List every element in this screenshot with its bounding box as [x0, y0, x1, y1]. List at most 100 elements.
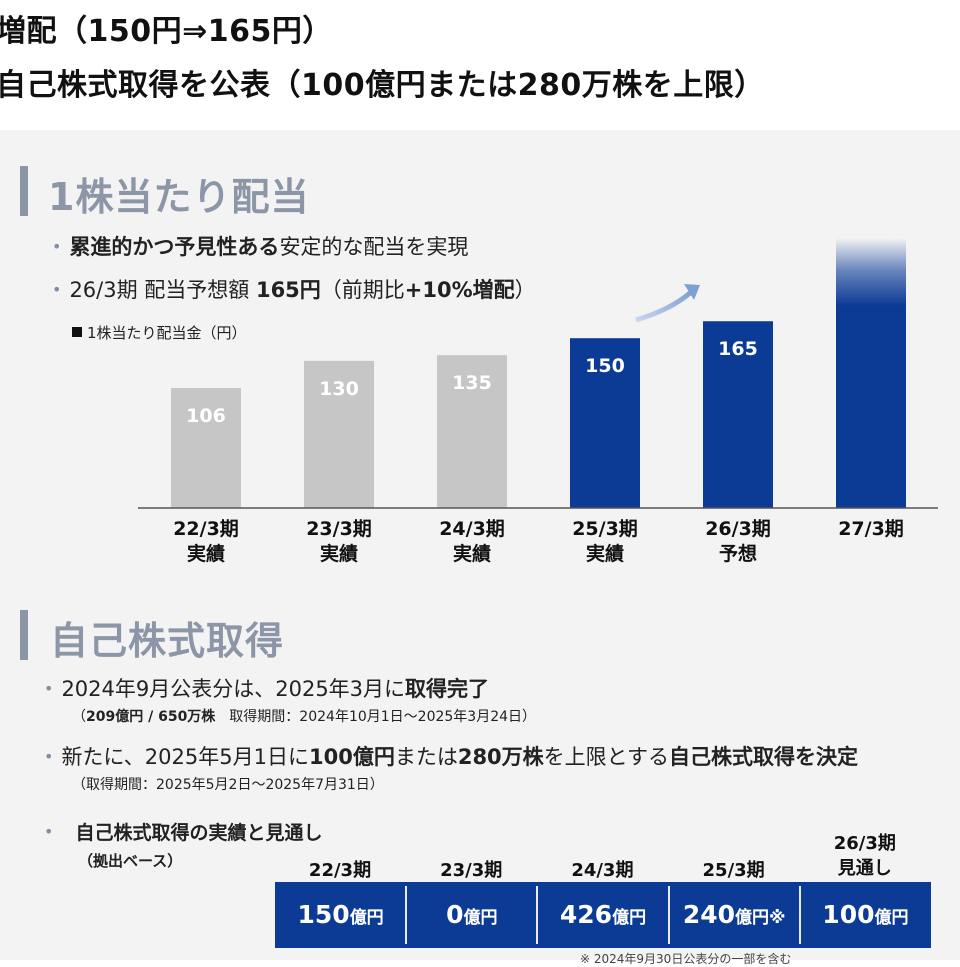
bar-1 [171, 388, 241, 508]
x-tick-label-3: 24/3期実績 [417, 517, 527, 567]
buyback-limit-shares: 280万株 [457, 745, 544, 769]
table-header-1: 22/3期 [275, 858, 405, 883]
x-tick-label-6: 27/3期 [816, 517, 926, 542]
table-cell-value: 426 [559, 900, 613, 929]
buyback-bullet-1-text: 2024年9月公表分は、2025年3月に [61, 677, 406, 701]
table-header-3: 24/3期 [537, 858, 667, 883]
x-tick-period: 26/3期 [705, 518, 771, 540]
buyback-sub-1-open: （ [72, 709, 86, 725]
table-header-2: 23/3期 [406, 858, 536, 883]
table-cell-value: 150 [297, 900, 350, 929]
bar-6 [836, 238, 906, 508]
buyback-bullet-3-sub: （拠出ベース） [78, 852, 183, 870]
table-cell-unit: 億円 [463, 908, 498, 928]
header: 増配（150円⇒165円） 自己株式取得を公表（100億円または280万株を上限… [0, 0, 960, 130]
table-cell-unit: 億円 [349, 908, 384, 928]
x-tick-period: 25/3期 [572, 518, 638, 540]
buyback-bullet-3: • 自己株式取得の実績と見通し [44, 818, 322, 845]
bar-value-label-2: 130 [319, 378, 359, 400]
dividend-forecast-value: 165円 [255, 278, 321, 302]
header-line-buyback: 自己株式取得を公表（100億円または280万株を上限） [0, 68, 765, 103]
table-header-line: 22/3期 [308, 860, 372, 881]
legend-label: 1株当たり配当金（円） [87, 324, 247, 342]
table-cell-divider [536, 886, 539, 944]
dividend-bullet-2-paren: （前期比 [320, 278, 405, 302]
buyback-bullet-3-title: 自己株式取得の実績と見通し [75, 822, 323, 844]
table-cell-value: 100 [822, 900, 875, 929]
table-cell-divider [667, 886, 670, 944]
buyback-sub-1-bold: 209億円 / 650万株 [86, 709, 216, 725]
content-panel [0, 130, 960, 960]
table-cell-2: 0億円 [406, 882, 537, 948]
bar-value-label-3: 135 [452, 372, 492, 394]
x-tick-label-1: 22/3期実績 [151, 517, 261, 567]
table-cell-unit: 億円 [874, 908, 909, 928]
bar-2 [304, 360, 374, 508]
buyback-sub-1: （209億円 / 650万株 取得期間：2024年10月1日～2025年3月24… [72, 706, 536, 726]
increase-arrow-icon [635, 291, 692, 323]
buyback-bullet-2-text: 新たに、2025年5月1日に [61, 745, 309, 769]
table-cell-value: 0 [446, 900, 464, 929]
x-tick-period: 27/3期 [838, 518, 904, 540]
x-tick-label-5: 26/3期予想 [683, 517, 793, 567]
buyback-limit-amount: 100億円 [308, 745, 395, 769]
buyback-bullet-1: • 2024年9月公表分は、2025年3月に取得完了 [44, 673, 489, 703]
x-tick-status: 実績 [452, 543, 491, 565]
bar-3 [437, 355, 507, 508]
dividend-bullet-1-bold: 累進的かつ予見性ある [69, 235, 280, 259]
section-title-buyback: 自己株式取得 [50, 619, 285, 663]
table-cell-unit: 億円 [612, 908, 647, 928]
bullet-dot-icon: • [44, 747, 54, 766]
section-marker-buyback [20, 610, 28, 660]
buyback-bullet-2-text-2: を上限とする [543, 745, 670, 769]
table-header-line: 24/3期 [571, 860, 634, 881]
buyback-footnote: ※ 2024年9月30日公表分の一部を含む [580, 952, 792, 966]
buyback-sub-1-text: 取得期間：2024年10月1日～2025年3月24日） [215, 709, 537, 725]
x-tick-status: 実績 [585, 543, 624, 565]
bar-5 [703, 321, 773, 508]
table-header-5: 26/3期見通し [800, 831, 930, 881]
x-tick-period: 23/3期 [306, 518, 372, 540]
x-tick-label-4: 25/3期実績 [550, 517, 660, 567]
x-tick-status: 実績 [319, 543, 358, 565]
buyback-bullet-2-or: または [394, 745, 458, 769]
dividend-bullet-1-text: 安定的な配当を実現 [279, 235, 469, 259]
table-header-line: 23/3期 [440, 860, 503, 881]
table-cell-1: 150億円 [275, 882, 406, 948]
bar-value-label-4: 150 [585, 355, 625, 377]
table-header-line: 25/3期 [702, 860, 765, 881]
table-cell-divider [798, 886, 801, 944]
dividend-increase-rate: +10%増配 [404, 278, 515, 302]
dividend-bullet-2-text: 26/3期 配当予想額 [69, 278, 256, 302]
bullet-dot-icon: • [44, 679, 54, 698]
legend-square-icon [72, 327, 82, 337]
x-tick-label-2: 23/3期実績 [284, 517, 394, 567]
table-cell-divider [405, 886, 408, 944]
x-tick-status: 実績 [186, 543, 225, 565]
buyback-decision: 自己株式取得を決定 [669, 745, 859, 769]
dividend-bullet-2-close: ） [514, 278, 536, 302]
table-header-line: 26/3期 [833, 833, 896, 854]
bullet-dot-icon: • [44, 822, 54, 841]
table-header-4: 25/3期 [669, 858, 799, 883]
header-line-dividend-increase: 増配（150円⇒165円） [0, 14, 333, 49]
dividend-bullet-1: • 累進的かつ予見性ある安定的な配当を実現 [52, 231, 468, 261]
chart-legend: 1株当たり配当金（円） [72, 322, 247, 343]
table-cell-4: 240億円※ [669, 882, 800, 948]
x-tick-status: 予想 [718, 543, 757, 565]
buyback-sub-2: （取得期間：2025年5月2日～2025年7月31日） [72, 777, 384, 793]
table-cell-value: 240 [682, 900, 736, 929]
buyback-table-row: 150億円 0億円 426億円 240億円※ 100億円 [275, 882, 931, 948]
buyback-bullet-2: • 新たに、2025年5月1日に100億円または280万株を上限とする自己株式取得… [44, 741, 858, 771]
table-cell-3: 426億円 [537, 882, 668, 948]
table-header-line: 見通し [837, 858, 892, 879]
bullet-dot-icon: • [52, 237, 62, 256]
bullet-dot-icon: • [52, 280, 62, 299]
bar-4 [570, 338, 640, 508]
section-title-dividend: 1株当たり配当 [48, 175, 310, 219]
bar-value-label-1: 106 [186, 405, 226, 427]
x-tick-period: 22/3期 [173, 518, 239, 540]
buyback-bullet-1-bold: 取得完了 [405, 677, 490, 701]
x-tick-period: 24/3期 [439, 518, 505, 540]
